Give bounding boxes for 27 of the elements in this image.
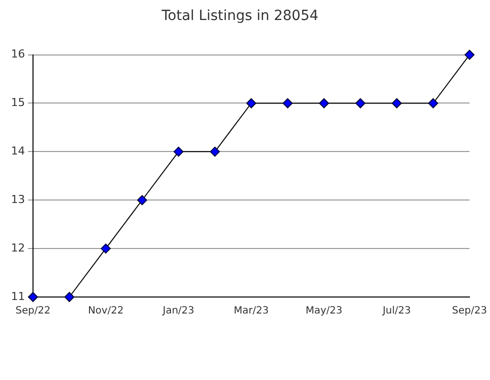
y-tick-label: 14	[10, 144, 25, 158]
point	[174, 146, 184, 157]
point	[137, 195, 148, 206]
y-tick-label: 12	[10, 241, 25, 254]
x-tick-label: Nov/22	[88, 306, 124, 317]
point	[355, 98, 366, 108]
x-tick-label: Jan/23	[162, 306, 194, 317]
point	[392, 98, 402, 108]
x-tick-label: Sep/22	[16, 306, 50, 317]
point	[464, 50, 475, 60]
x-tick-label: May/23	[306, 306, 342, 317]
point	[428, 98, 438, 108]
y-tick-label: 16	[10, 48, 25, 61]
x-tick-label: Mar/23	[234, 306, 269, 317]
point	[319, 98, 330, 108]
chart-title: Total Listings in 28054	[160, 8, 318, 24]
y-tick-label: 15	[10, 96, 25, 110]
point	[210, 146, 220, 157]
point	[246, 98, 256, 108]
x-tick-label: Jul/23	[382, 306, 411, 317]
point	[64, 292, 74, 302]
point	[282, 98, 293, 108]
point	[100, 244, 111, 254]
point	[28, 292, 38, 302]
y-tick-label: 13	[10, 192, 25, 206]
y-tick-label: 11	[10, 290, 25, 303]
x-tick-label: Sep/23	[452, 306, 488, 317]
